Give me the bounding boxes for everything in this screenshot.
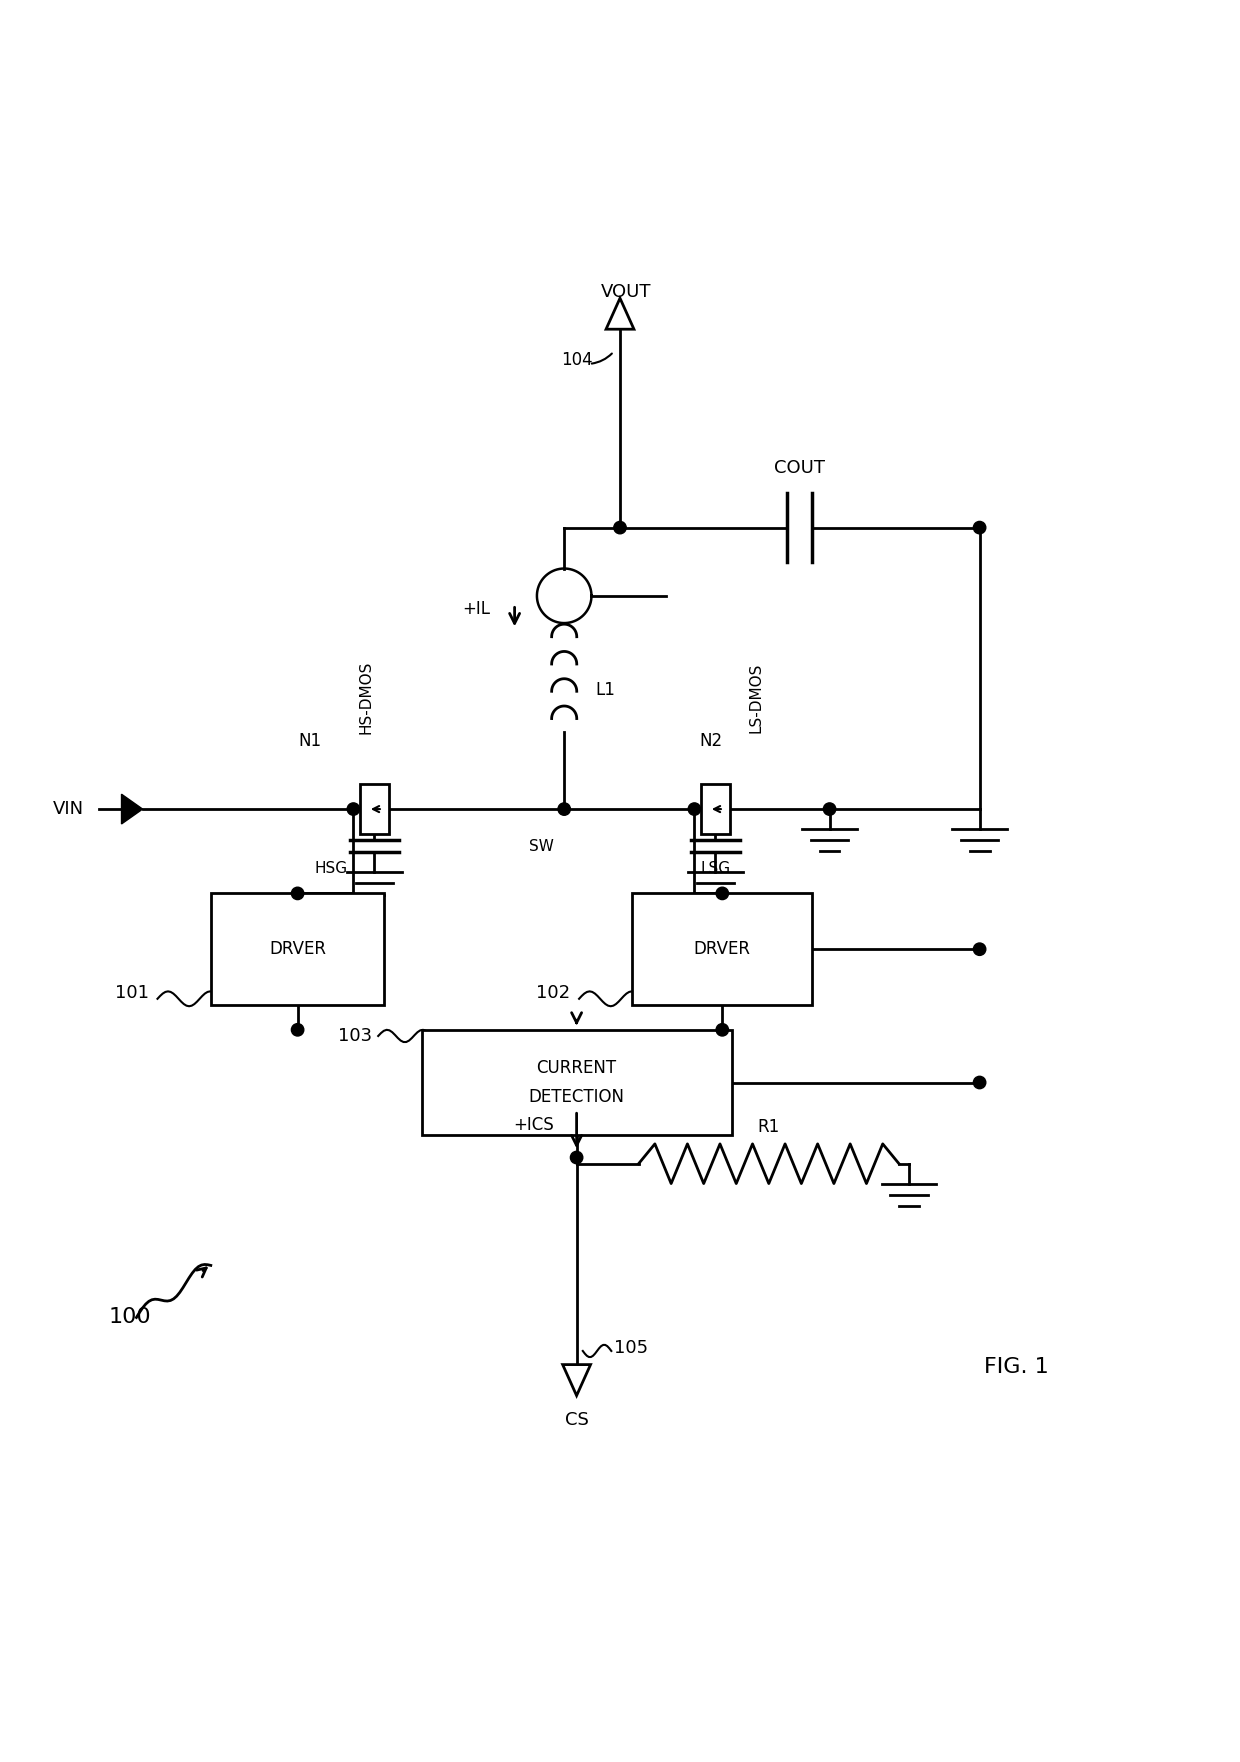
Circle shape [717, 1024, 729, 1036]
Text: CURRENT: CURRENT [537, 1059, 616, 1077]
Text: N1: N1 [299, 731, 321, 751]
Text: 104: 104 [560, 351, 593, 370]
Text: LS-DMOS: LS-DMOS [749, 663, 764, 733]
Bar [211, 893, 384, 1004]
Text: CS: CS [564, 1411, 589, 1429]
Text: +IL: +IL [461, 601, 490, 618]
Text: SW: SW [529, 839, 554, 855]
Text: 102: 102 [536, 983, 570, 1001]
Text: VIN: VIN [52, 800, 84, 818]
Circle shape [717, 888, 729, 900]
Circle shape [558, 803, 570, 816]
Circle shape [973, 522, 986, 534]
Text: VOUT: VOUT [601, 284, 651, 301]
Text: LSG: LSG [701, 862, 730, 876]
Text: FIG. 1: FIG. 1 [985, 1357, 1049, 1378]
Text: +ICS: +ICS [513, 1117, 554, 1135]
Bar [360, 784, 389, 833]
Circle shape [973, 943, 986, 955]
Text: R1: R1 [758, 1117, 780, 1135]
Polygon shape [563, 1364, 590, 1396]
Text: DRVER: DRVER [269, 941, 326, 959]
Circle shape [614, 522, 626, 534]
Bar [701, 784, 730, 833]
Circle shape [973, 1077, 986, 1089]
Text: 101: 101 [115, 983, 149, 1001]
Polygon shape [122, 795, 143, 825]
Bar [632, 893, 812, 1004]
Polygon shape [606, 298, 634, 329]
Text: DETECTION: DETECTION [528, 1089, 625, 1107]
Text: 100: 100 [109, 1307, 151, 1327]
Circle shape [688, 803, 701, 816]
Text: N2: N2 [699, 731, 722, 751]
Circle shape [570, 1151, 583, 1163]
Text: L1: L1 [595, 682, 615, 700]
Text: 105: 105 [614, 1339, 649, 1357]
Circle shape [291, 888, 304, 900]
Text: HSG: HSG [314, 862, 347, 876]
Text: DRVER: DRVER [694, 941, 750, 959]
Bar [422, 1029, 732, 1135]
Circle shape [347, 803, 360, 816]
Circle shape [823, 803, 836, 816]
Text: 103: 103 [337, 1027, 372, 1045]
Circle shape [291, 1024, 304, 1036]
Text: COUT: COUT [774, 460, 826, 478]
Text: HS-DMOS: HS-DMOS [358, 661, 373, 735]
